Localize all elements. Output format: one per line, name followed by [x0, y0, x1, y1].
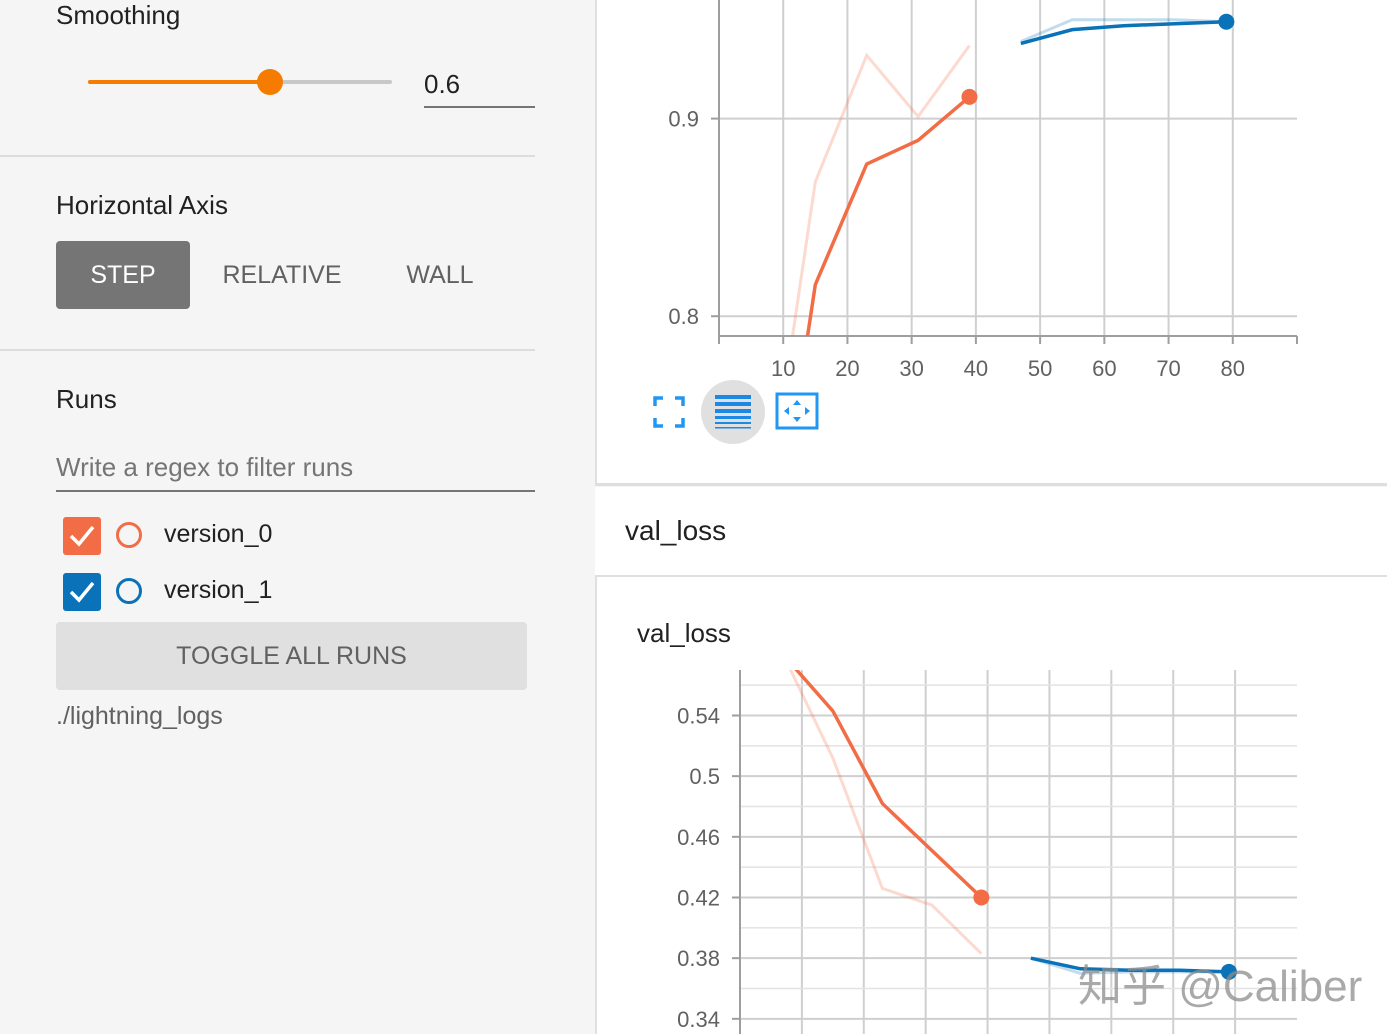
- lines-icon: [715, 395, 751, 429]
- grid: [740, 670, 1297, 1034]
- x-tick-label: 60: [1092, 356, 1116, 381]
- smoothing-slider-fill: [88, 80, 271, 84]
- x-tick-label: 80: [1221, 356, 1245, 381]
- main-content: 10 20 30 40 50 60 70 80 0.8 0.9 val_loss val_loss…: [595, 0, 1387, 1034]
- smoothed-series-line: [1020, 19, 1227, 46]
- y-tick-label: 0.8: [668, 304, 699, 329]
- chart-title: val_loss: [637, 618, 731, 648]
- x-tick-label: 50: [1028, 356, 1052, 381]
- fullscreen-icon: [653, 396, 685, 428]
- smoothing-slider-thumb[interactable]: [257, 69, 284, 95]
- series-end-point: [973, 889, 990, 906]
- y-tick-label: 0.9: [668, 107, 699, 132]
- smoothing-value-input[interactable]: [424, 62, 535, 108]
- chart-bottom[interactable]: 0.34 0.38 0.42 0.46 0.5 0.54: [595, 660, 1387, 1034]
- y-tick-label: 0.34: [677, 1007, 720, 1032]
- plot-area: [791, 18, 1227, 336]
- toggle-log-scale-button[interactable]: [701, 380, 765, 444]
- divider: [595, 575, 1387, 577]
- axis-wall-button[interactable]: WALL: [406, 261, 474, 289]
- chart-top[interactable]: 10 20 30 40 50 60 70 80 0.8 0.9: [595, 0, 1387, 400]
- x-tick-label: 10: [771, 356, 795, 381]
- run-color-picker-version-0[interactable]: [116, 522, 142, 548]
- runs-title: Runs: [56, 384, 117, 414]
- checkmark-icon: [69, 581, 95, 603]
- card-border: [595, 577, 597, 1034]
- smoothed-series-line: [794, 670, 983, 899]
- checkmark-icon: [69, 525, 95, 547]
- x-tick-label: 40: [964, 356, 988, 381]
- axis-relative-button[interactable]: RELATIVE: [222, 261, 342, 289]
- series-end-point: [1218, 13, 1235, 30]
- fit-domain-button[interactable]: [775, 392, 819, 430]
- divider: [0, 349, 535, 351]
- card-shadow: [595, 483, 1387, 486]
- y-tick-label: 0.54: [677, 704, 720, 729]
- sidebar: Smoothing Horizontal Axis STEP RELATIVE …: [0, 0, 535, 1034]
- run-label: version_1: [164, 576, 273, 604]
- toggle-all-runs-button[interactable]: TOGGLE ALL RUNS: [56, 622, 527, 690]
- smoothed-series-line: [1030, 956, 1229, 974]
- y-tick-label: 0.5: [689, 764, 720, 789]
- series-end-point: [1220, 963, 1237, 980]
- series-end-point: [961, 88, 978, 105]
- grid: [719, 0, 1297, 336]
- axis-step-button[interactable]: STEP: [56, 241, 190, 309]
- raw-series-line: [788, 670, 983, 955]
- run-color-picker-version-1[interactable]: [116, 578, 142, 604]
- fit-domain-icon: [775, 392, 819, 430]
- horizontal-axis-title: Horizontal Axis: [56, 190, 228, 220]
- x-tick-label: 20: [835, 356, 859, 381]
- run-label: version_0: [164, 520, 273, 548]
- y-tick-label: 0.42: [677, 886, 720, 911]
- raw-series-line: [791, 44, 971, 336]
- log-directory: ./lightning_logs: [56, 702, 223, 730]
- group-header-val-loss[interactable]: val_loss: [595, 487, 1387, 575]
- smoothing-title: Smoothing: [56, 0, 181, 30]
- y-tick-label: 0.46: [677, 825, 720, 850]
- raw-series-line: [1020, 18, 1227, 43]
- x-tick-label: 70: [1156, 356, 1180, 381]
- fullscreen-button[interactable]: [649, 392, 689, 432]
- plot-area: [788, 670, 1229, 975]
- divider: [0, 155, 535, 157]
- run-checkbox-version-1[interactable]: [63, 573, 101, 611]
- y-tick-label: 0.38: [677, 946, 720, 971]
- group-title: val_loss: [625, 515, 727, 546]
- run-checkbox-version-0[interactable]: [63, 517, 101, 555]
- x-tick-label: 30: [899, 356, 923, 381]
- smoothing-slider[interactable]: [88, 69, 392, 95]
- smoothed-series-line: [805, 95, 971, 336]
- runs-filter-input[interactable]: [56, 444, 535, 492]
- card-border: [595, 0, 597, 483]
